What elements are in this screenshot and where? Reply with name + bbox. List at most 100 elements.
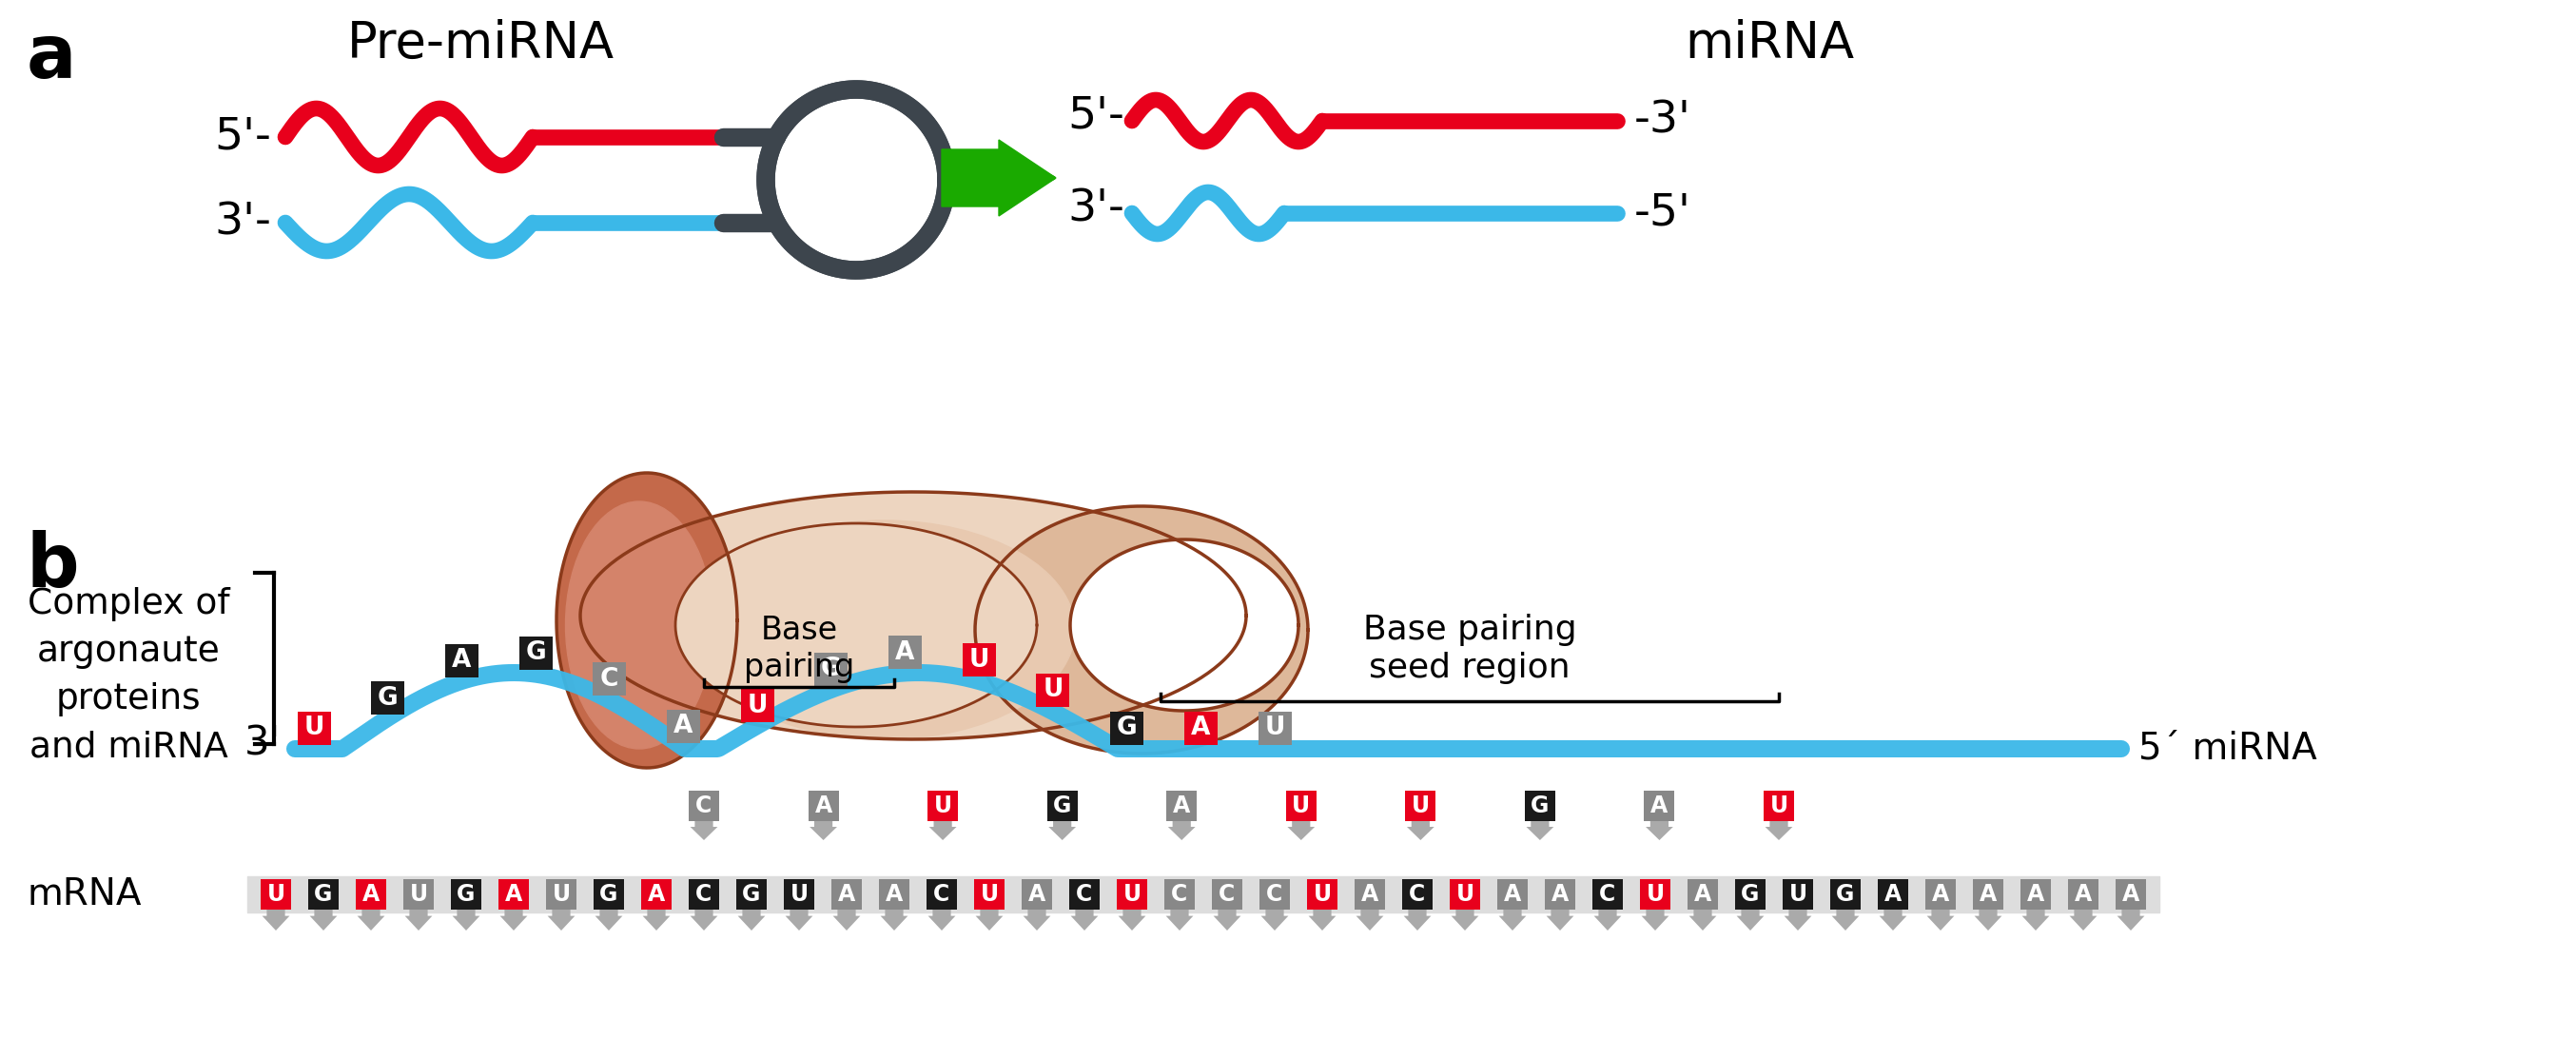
FancyBboxPatch shape (1401, 879, 1432, 909)
FancyArrow shape (549, 909, 574, 931)
FancyBboxPatch shape (371, 682, 404, 715)
Text: C: C (1600, 883, 1615, 906)
Text: U: U (1788, 883, 1806, 906)
Text: G: G (314, 883, 332, 906)
FancyArrow shape (358, 909, 384, 931)
Text: U: U (1646, 883, 1664, 906)
Text: A: A (1978, 883, 1996, 906)
FancyBboxPatch shape (688, 879, 719, 909)
Text: A: A (1504, 883, 1522, 906)
FancyArrow shape (1499, 909, 1525, 931)
Text: miRNA: miRNA (1685, 19, 1855, 69)
FancyArrow shape (2022, 909, 2050, 931)
FancyArrow shape (1118, 909, 1146, 931)
FancyArrow shape (404, 909, 433, 931)
FancyBboxPatch shape (1036, 673, 1069, 707)
FancyArrow shape (1546, 909, 1574, 931)
Text: G: G (379, 686, 399, 711)
Text: U: U (304, 716, 325, 740)
Text: A: A (1551, 883, 1569, 906)
FancyArrow shape (1927, 909, 1955, 931)
Text: A: A (2027, 883, 2045, 906)
FancyArrow shape (930, 821, 956, 841)
FancyBboxPatch shape (814, 652, 848, 686)
FancyBboxPatch shape (889, 636, 922, 669)
FancyBboxPatch shape (963, 643, 997, 676)
FancyBboxPatch shape (783, 879, 814, 909)
Text: A: A (363, 883, 379, 906)
FancyBboxPatch shape (742, 689, 773, 722)
FancyBboxPatch shape (1736, 879, 1765, 909)
Text: A: A (451, 648, 471, 673)
FancyBboxPatch shape (1211, 879, 1242, 909)
Text: U: U (268, 883, 286, 906)
Text: C: C (1077, 883, 1092, 906)
FancyBboxPatch shape (1046, 791, 1077, 821)
FancyBboxPatch shape (667, 710, 701, 743)
FancyArrow shape (1525, 821, 1553, 841)
FancyBboxPatch shape (546, 879, 577, 909)
FancyBboxPatch shape (1185, 712, 1218, 745)
FancyArrow shape (2069, 909, 2097, 931)
FancyBboxPatch shape (1260, 879, 1291, 909)
Text: A: A (505, 883, 523, 906)
FancyBboxPatch shape (1306, 879, 1337, 909)
Text: mRNA: mRNA (26, 876, 142, 912)
FancyArrow shape (1355, 909, 1383, 931)
FancyArrow shape (737, 909, 765, 931)
FancyBboxPatch shape (1973, 879, 2004, 909)
FancyArrow shape (1167, 821, 1195, 841)
FancyArrow shape (1213, 909, 1242, 931)
Text: Base
pairing: Base pairing (744, 615, 855, 683)
FancyArrow shape (1785, 909, 1811, 931)
FancyBboxPatch shape (1643, 791, 1674, 821)
FancyBboxPatch shape (1641, 879, 1669, 909)
FancyArrow shape (976, 909, 1002, 931)
FancyBboxPatch shape (500, 879, 528, 909)
FancyArrow shape (1765, 821, 1793, 841)
FancyBboxPatch shape (1829, 879, 1860, 909)
FancyArrow shape (809, 821, 837, 841)
FancyArrow shape (927, 909, 956, 931)
Text: G: G (1054, 795, 1072, 818)
FancyBboxPatch shape (927, 879, 956, 909)
Text: G: G (456, 883, 477, 906)
Text: A: A (1172, 795, 1190, 818)
FancyArrow shape (786, 909, 814, 931)
Text: C: C (933, 883, 951, 906)
FancyBboxPatch shape (1765, 791, 1793, 821)
FancyBboxPatch shape (2115, 879, 2146, 909)
Text: U: U (747, 693, 768, 718)
Text: 3': 3' (245, 724, 281, 764)
Text: A: A (2074, 883, 2092, 906)
FancyBboxPatch shape (260, 879, 291, 909)
Ellipse shape (696, 521, 1074, 740)
Text: U: U (1455, 883, 1473, 906)
Text: A: A (886, 883, 902, 906)
Text: A: A (1695, 883, 1710, 906)
Text: U: U (1123, 883, 1141, 906)
Text: U: U (1770, 795, 1788, 818)
Text: A: A (896, 640, 914, 665)
Text: G: G (1741, 883, 1759, 906)
FancyBboxPatch shape (2069, 879, 2099, 909)
Text: U: U (410, 883, 428, 906)
FancyArrow shape (832, 909, 860, 931)
FancyArrow shape (1404, 909, 1432, 931)
FancyBboxPatch shape (641, 879, 672, 909)
Ellipse shape (1069, 539, 1298, 711)
Text: U: U (1314, 883, 1332, 906)
FancyBboxPatch shape (1355, 879, 1386, 909)
Ellipse shape (765, 89, 945, 270)
FancyBboxPatch shape (1924, 879, 1955, 909)
FancyBboxPatch shape (446, 644, 479, 677)
FancyBboxPatch shape (451, 879, 482, 909)
Text: A: A (1360, 883, 1378, 906)
FancyArrow shape (1072, 909, 1097, 931)
Text: 5'-: 5'- (214, 115, 270, 158)
FancyBboxPatch shape (1450, 879, 1481, 909)
Text: C: C (1409, 883, 1425, 906)
Text: Base pairing
seed region: Base pairing seed region (1363, 614, 1577, 684)
Text: G: G (1115, 716, 1136, 740)
Text: G: G (1837, 883, 1855, 906)
